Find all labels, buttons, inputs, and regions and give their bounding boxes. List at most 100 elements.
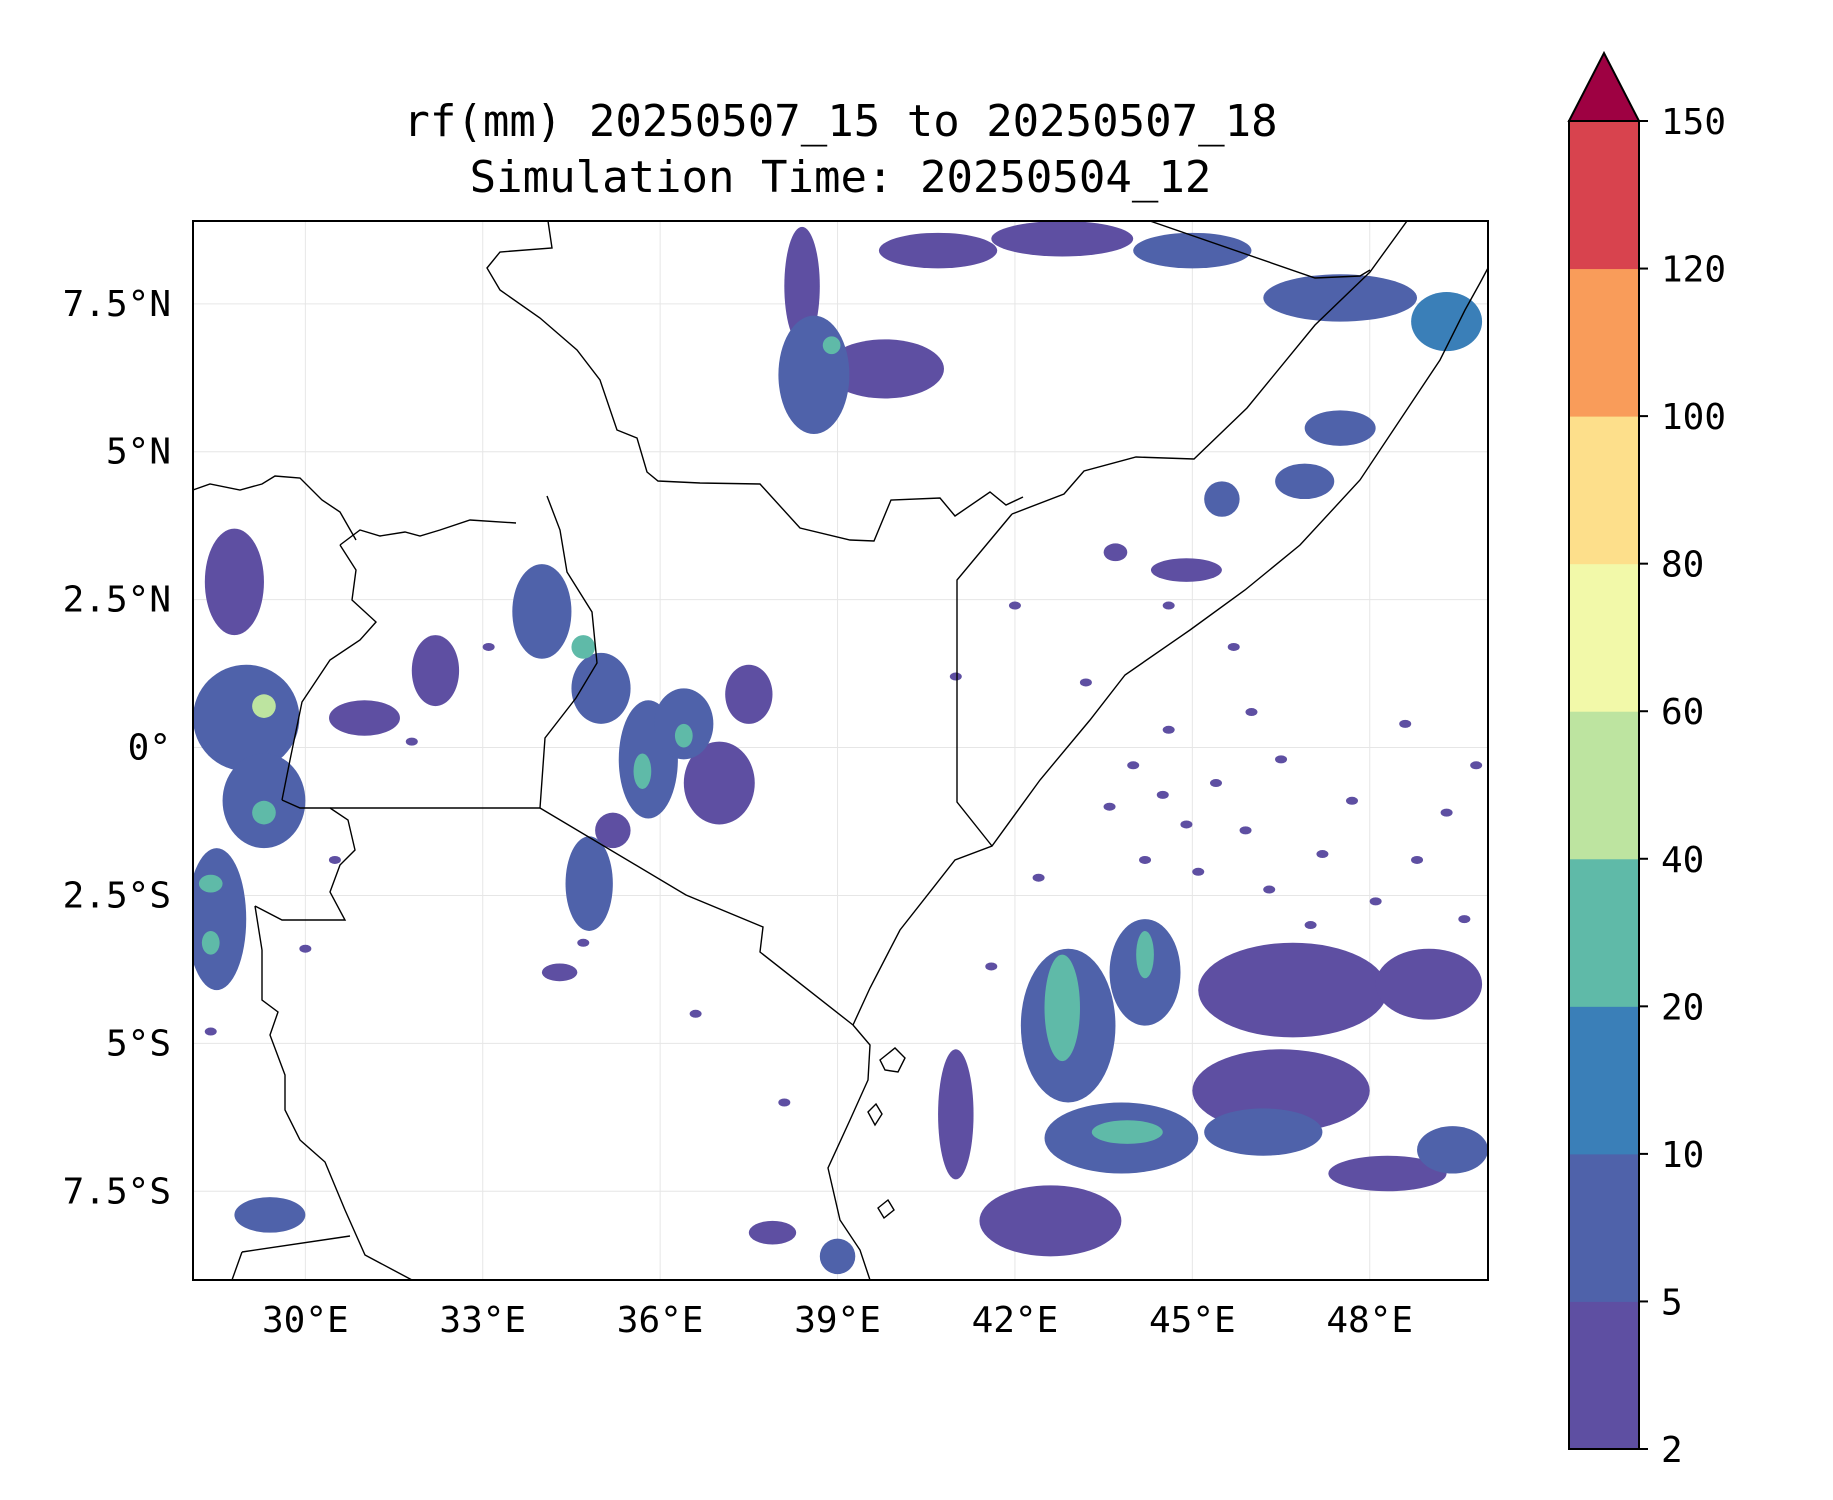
rain-cell xyxy=(1411,291,1483,352)
rain-speck xyxy=(1263,885,1276,894)
x-tick-label: 39°E xyxy=(794,1300,881,1341)
colorbar-segment xyxy=(1569,268,1639,417)
colorbar-segment xyxy=(1569,711,1639,860)
rain-cell xyxy=(1275,463,1335,500)
y-tick-label: 5°S xyxy=(106,1023,171,1064)
rain-speck xyxy=(1103,802,1116,811)
colorbar-segment xyxy=(1569,1006,1639,1155)
rain-speck xyxy=(577,938,590,947)
rain-cell xyxy=(1091,1120,1163,1144)
rain-speck xyxy=(1304,921,1317,930)
border-ethiopia-somaliland xyxy=(1149,221,1371,279)
rain-speck xyxy=(1275,755,1288,764)
y-tick-label: 2.5°N xyxy=(63,580,171,621)
rain-cell xyxy=(1044,954,1080,1062)
border-kenya-uganda xyxy=(539,495,598,809)
rain-cell xyxy=(193,664,300,772)
rain-cell xyxy=(825,339,944,399)
rain-speck xyxy=(1440,808,1453,817)
colorbar-segment xyxy=(1569,858,1639,1007)
x-tick-label: 33°E xyxy=(439,1300,526,1341)
y-tick-label: 2.5°S xyxy=(63,875,171,916)
rain-cell xyxy=(822,336,841,355)
longitude-ticks: 30°E 33°E 36°E 39°E 42°E 45°E 48°E xyxy=(262,1300,1413,1341)
rain-speck xyxy=(1139,855,1152,864)
border-kenya-somalia xyxy=(956,513,1013,847)
rain-cell xyxy=(1417,1126,1488,1174)
colorbar-tick-label: 80 xyxy=(1661,545,1704,586)
x-tick-label: 36°E xyxy=(617,1300,704,1341)
colorbar-segment xyxy=(1569,563,1639,712)
rain-speck xyxy=(1316,850,1329,859)
rain-speck xyxy=(1127,761,1140,770)
rain-cell xyxy=(222,753,306,849)
rain-cell xyxy=(1133,232,1252,269)
map-frame xyxy=(192,220,1489,1281)
colorbar: 2 5 10 20 40 60 80 100 120 150 xyxy=(1567,50,1726,1471)
rain-cell xyxy=(878,232,998,269)
border-zambia-drc xyxy=(231,1251,243,1280)
rain-speck xyxy=(985,962,998,971)
rain-speck xyxy=(328,855,341,864)
colorbar-tick-label: 100 xyxy=(1661,397,1726,438)
rain-cell xyxy=(1204,481,1240,517)
rain-speck xyxy=(405,737,418,746)
border-drc-south-sudan xyxy=(193,475,357,541)
latitude-ticks: 7.5°N 5°N 2.5°N 0° 2.5°S 5°S 7.5°S xyxy=(63,284,171,1212)
rain-cell xyxy=(252,800,276,825)
coastline-kenya-somalia xyxy=(852,267,1488,1026)
rain-speck xyxy=(949,672,962,681)
rain-speck xyxy=(1345,796,1358,805)
pemba-island xyxy=(867,1102,883,1127)
rain-speck xyxy=(1399,719,1412,728)
rain-cell xyxy=(725,664,773,724)
border-zambia-tanzania xyxy=(241,1235,351,1253)
colorbar-tick-label: 120 xyxy=(1661,250,1726,291)
y-tick-label: 5°N xyxy=(106,432,171,473)
rain-speck xyxy=(1079,678,1092,687)
rain-cell xyxy=(1375,948,1483,1020)
rain-cell xyxy=(571,635,596,659)
x-tick-label: 48°E xyxy=(1326,1300,1413,1341)
colorbar-tick-label: 10 xyxy=(1661,1135,1704,1176)
rain-speck xyxy=(1156,790,1169,799)
rain-speck xyxy=(1411,855,1424,864)
rain-speck xyxy=(1470,761,1483,770)
rain-speck xyxy=(778,1098,791,1107)
colorbar-frame xyxy=(1568,120,1640,1450)
x-tick-label: 30°E xyxy=(262,1300,349,1341)
rain-cell xyxy=(193,848,247,991)
rain-cell xyxy=(1198,942,1388,1038)
rain-cell xyxy=(938,1049,974,1180)
rain-speck xyxy=(1458,915,1471,924)
colorbar-tick-label: 60 xyxy=(1661,692,1704,733)
zanzibar-island xyxy=(879,1047,906,1073)
colorbar-tick-label: 5 xyxy=(1661,1282,1683,1323)
colorbar-tick-label: 2 xyxy=(1661,1430,1683,1471)
rain-speck xyxy=(1008,601,1021,610)
colorbar-tick-label: 150 xyxy=(1661,102,1726,143)
rain-cell xyxy=(329,700,400,736)
y-tick-label: 7.5°N xyxy=(63,284,171,325)
border-uganda-drc xyxy=(281,544,377,801)
rain-cell xyxy=(784,226,820,346)
rain-cell xyxy=(1328,1155,1447,1192)
colorbar-tick-label: 20 xyxy=(1661,987,1704,1028)
rain-speck xyxy=(1245,708,1258,717)
x-tick-label: 45°E xyxy=(1149,1300,1236,1341)
rain-cell xyxy=(633,753,652,789)
rain-speck xyxy=(689,1009,702,1018)
rain-speck xyxy=(1180,820,1193,829)
rain-speck xyxy=(1032,873,1045,882)
colorbar-segment xyxy=(1569,1301,1639,1450)
rain-speck xyxy=(1239,826,1252,835)
coastline-tanzania-kenya xyxy=(827,1024,871,1280)
rain-cell xyxy=(1150,558,1222,582)
rain-cell xyxy=(1136,930,1154,979)
colorbar-segment xyxy=(1569,416,1639,565)
border-ethiopia-somalia xyxy=(1011,221,1408,515)
border-rwanda-burundi xyxy=(254,799,356,921)
rain-cell xyxy=(234,1197,306,1233)
map-gridlines xyxy=(193,221,1488,1280)
